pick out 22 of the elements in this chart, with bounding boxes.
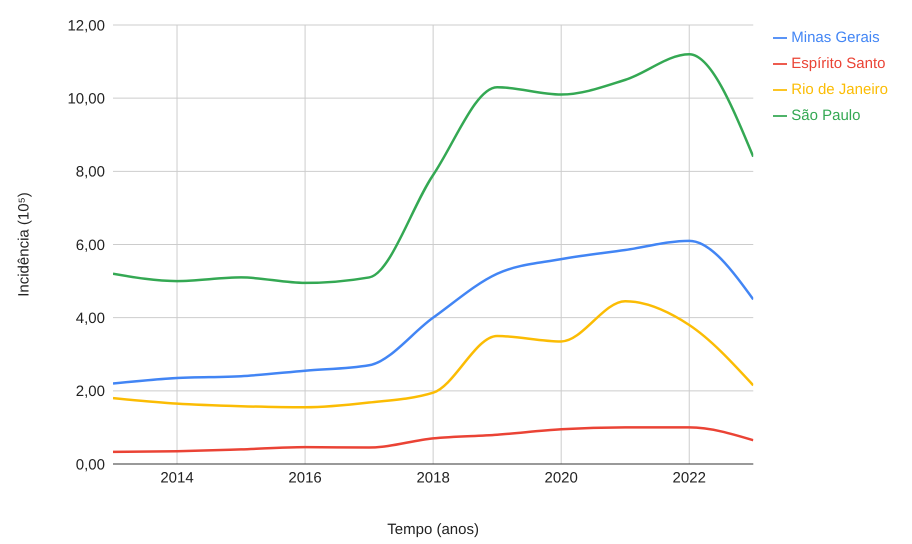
y-tick-label: 0,00	[76, 456, 105, 474]
y-tick-label: 10,00	[67, 90, 105, 108]
y-tick-label: 2,00	[76, 383, 105, 400]
line-series	[113, 53, 754, 284]
x-tick-label: 2016	[288, 470, 322, 487]
legend-label: São Paulo	[791, 107, 860, 124]
legend-label: Espírito Santo	[791, 55, 886, 72]
legend-label: Minas Gerais	[791, 29, 880, 46]
x-tick-label: 2014	[160, 470, 194, 487]
y-tick-label: 12,00	[67, 17, 105, 34]
line-series	[113, 426, 754, 454]
line-series	[113, 240, 754, 385]
y-tick-label: 6,00	[76, 236, 105, 254]
line-series	[113, 300, 754, 409]
legend-label: Rio de Janeiro	[791, 81, 888, 98]
x-tick-label: 2020	[544, 470, 578, 487]
y-axis-title: Incidência (10⁵)	[15, 192, 32, 297]
y-tick-label: 8,00	[76, 164, 105, 181]
y-tick-label: 4,00	[76, 310, 105, 327]
x-tick-label: 2018	[416, 470, 450, 487]
x-axis-title: Tempo (anos)	[387, 521, 479, 538]
x-tick-label: 2022	[672, 470, 706, 487]
